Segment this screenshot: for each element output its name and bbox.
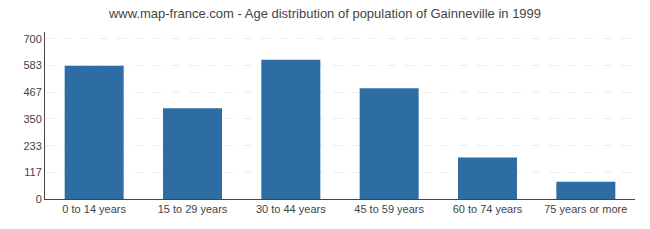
svg-text:45 to 59 years: 45 to 59 years — [354, 203, 424, 215]
svg-text:60 to 74 years: 60 to 74 years — [453, 203, 523, 215]
svg-text:700: 700 — [23, 33, 41, 45]
svg-text:350: 350 — [23, 113, 41, 125]
svg-text:www.map-france.com - Age distr: www.map-france.com - Age distribution of… — [108, 6, 541, 21]
svg-text:117: 117 — [24, 166, 42, 178]
svg-text:583: 583 — [23, 59, 41, 71]
svg-text:75 years or more: 75 years or more — [544, 203, 627, 215]
svg-text:467: 467 — [23, 86, 41, 98]
svg-text:15 to 29 years: 15 to 29 years — [158, 203, 228, 215]
svg-text:30 to 44 years: 30 to 44 years — [256, 203, 326, 215]
svg-text:0 to 14 years: 0 to 14 years — [62, 203, 126, 215]
svg-text:0: 0 — [36, 193, 42, 205]
svg-text:233: 233 — [23, 140, 41, 152]
